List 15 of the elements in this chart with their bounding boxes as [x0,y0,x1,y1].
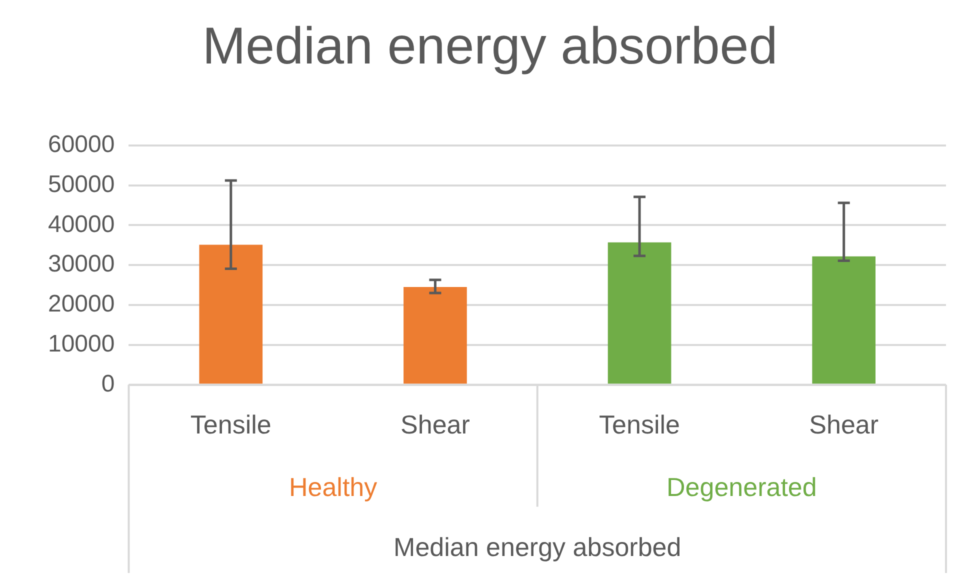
text: Healthy [288,472,378,502]
y-tick-label: 30000 [48,250,115,278]
chart-title: Median energy absorbed [202,18,778,76]
y-tick-label: 10000 [48,330,115,358]
y-tick-label: 40000 [48,210,115,238]
text: Degenerated [666,472,817,502]
x-axis-title: Median energy absorbed [394,532,682,562]
y-tick-label: 20000 [48,290,115,318]
x-tick-label: Tensile [599,410,680,440]
x-tick-label: Tensile [190,410,272,440]
y-tick-label: 50000 [48,170,115,198]
y-tick-label: 60000 [48,131,115,158]
x-tick-label: Shear [809,410,879,440]
x-tick-label: Shear [400,410,470,440]
y-tick-label: 0 [101,370,115,398]
